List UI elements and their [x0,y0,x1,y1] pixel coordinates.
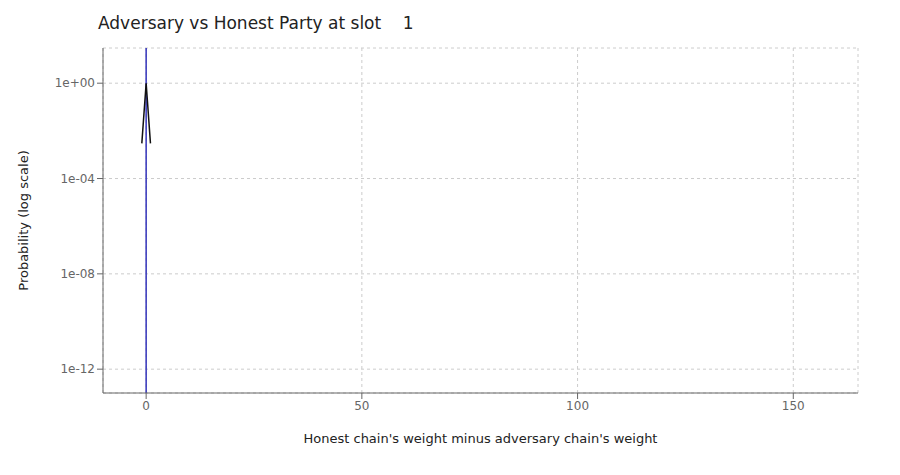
svg-text:150: 150 [782,399,805,413]
svg-text:1e-04: 1e-04 [60,172,95,186]
svg-text:0: 0 [142,399,150,413]
svg-text:1e-12: 1e-12 [60,362,95,376]
svg-text:Probability (log scale): Probability (log scale) [16,150,31,290]
svg-text:Honest chain's weight minus ad: Honest chain's weight minus adversary ch… [304,431,658,446]
svg-text:1e+00: 1e+00 [55,76,95,90]
svg-text:50: 50 [354,399,369,413]
html-text:Adversary vs Honest Party at s: Adversary vs Honest Party at slot 1 [98,13,414,33]
svg-text:100: 100 [566,399,589,413]
svg-text:1e-08: 1e-08 [60,267,95,281]
